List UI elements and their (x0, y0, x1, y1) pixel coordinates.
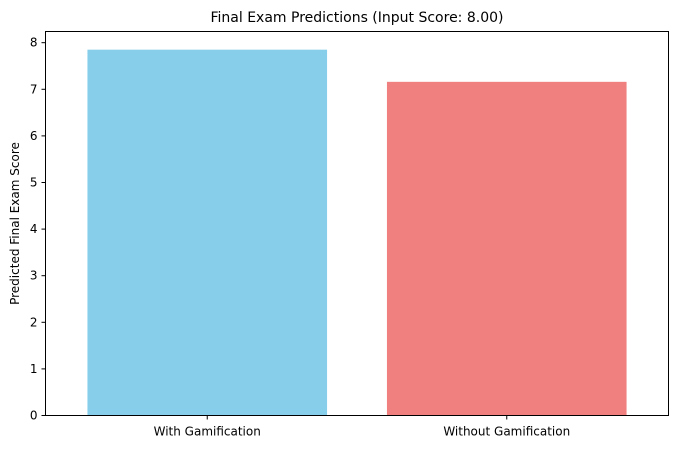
x-tick-label: With Gamification (154, 425, 261, 439)
y-tick-label: 2 (30, 315, 38, 329)
x-axis: With Gamification Without Gamification (154, 415, 570, 439)
y-axis-label: Predicted Final Exam Score (8, 142, 22, 305)
y-axis: 0 1 2 3 4 5 6 7 8 (30, 36, 46, 423)
y-tick-label: 7 (30, 82, 38, 96)
y-tick-label: 1 (30, 362, 38, 376)
bar-without-gamification (386, 81, 627, 416)
y-tick-label: 5 (30, 175, 38, 189)
chart-title: Final Exam Predictions (Input Score: 8.0… (211, 10, 504, 26)
bar-with-gamification (87, 49, 328, 416)
y-tick-label: 6 (30, 129, 38, 143)
bars-layer (87, 49, 627, 416)
x-tick-label: Without Gamification (443, 425, 570, 439)
plot-frame (45, 31, 669, 416)
y-tick-label: 0 (30, 409, 38, 423)
y-tick-label: 3 (30, 269, 38, 283)
y-tick-label: 4 (30, 222, 38, 236)
y-tick-label: 8 (30, 36, 38, 50)
